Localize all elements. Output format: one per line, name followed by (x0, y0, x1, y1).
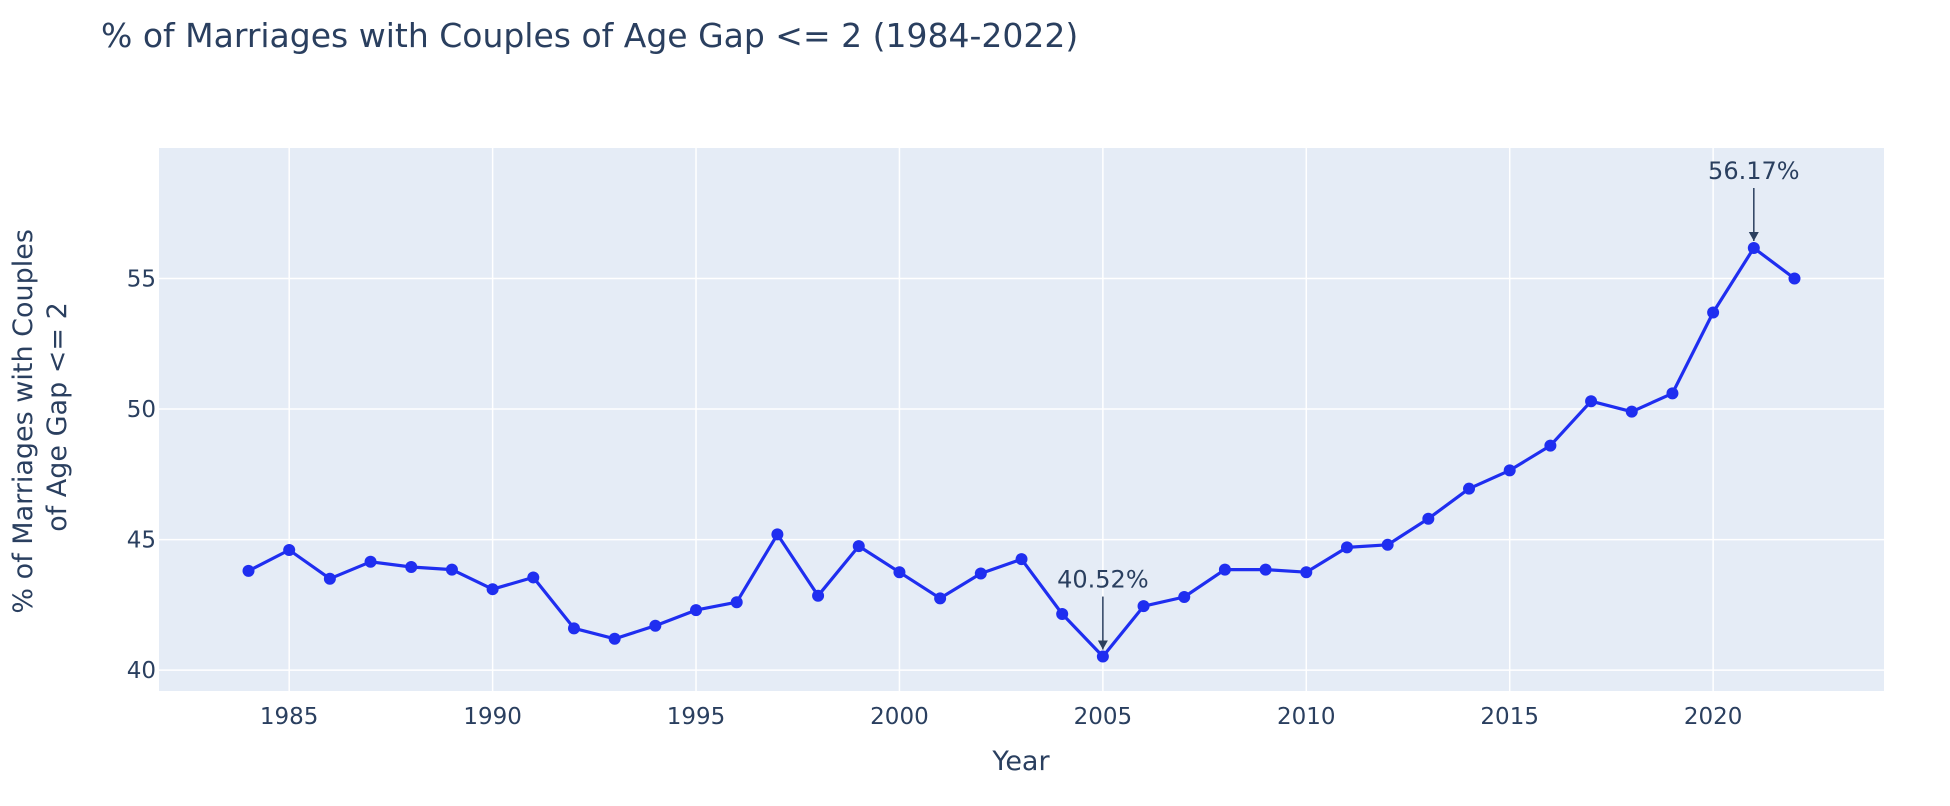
data-point (283, 544, 296, 557)
x-tick-label: 1995 (667, 704, 726, 730)
data-point (1096, 650, 1109, 663)
data-point (1178, 591, 1191, 604)
x-axis-label: Year (991, 746, 1050, 777)
annotation-arrowhead (1097, 640, 1108, 650)
data-point (242, 564, 255, 577)
data-point (1015, 553, 1028, 566)
data-point (893, 566, 906, 579)
data-point (405, 560, 418, 573)
data-point (323, 572, 336, 585)
y-tick-label: 40 (127, 658, 156, 684)
data-point (1218, 563, 1231, 576)
y-tick-label: 45 (127, 528, 156, 554)
data-point (1707, 306, 1720, 319)
data-point (730, 596, 743, 609)
data-point (1625, 405, 1638, 418)
y-tick-label: 50 (127, 397, 156, 423)
data-point (934, 592, 947, 605)
y-axis-label-line-1: % of Marriages with Couples (8, 229, 39, 614)
data-point (852, 540, 865, 553)
x-tick-label: 1990 (463, 704, 522, 730)
plot-area (159, 148, 1884, 691)
data-point (812, 589, 825, 602)
x-tick-label: 2005 (1074, 704, 1133, 730)
data-point (1300, 566, 1313, 579)
data-points (242, 241, 1801, 663)
data-point (690, 604, 703, 617)
data-point (1585, 395, 1598, 408)
data-point (974, 567, 987, 580)
annotations: 40.52% 56.17% (1057, 157, 1800, 650)
y-tick-label: 55 (127, 267, 156, 293)
data-point (527, 571, 540, 584)
data-point (1422, 512, 1435, 525)
annotation-label: 40.52% (1057, 566, 1149, 594)
x-axis-ticks: 1985 1990 1995 2000 2005 2010 2015 2020 (260, 704, 1742, 730)
annotation-label: 56.17% (1708, 157, 1800, 185)
data-point (445, 563, 458, 576)
data-point (1340, 541, 1353, 554)
y-axis-label: % of Marriages with Couples of Age Gap <… (8, 220, 73, 613)
data-point (1544, 439, 1557, 452)
annotation-arrowhead (1748, 231, 1759, 241)
data-point (608, 632, 621, 645)
x-tick-label: 2020 (1684, 704, 1743, 730)
x-tick-label: 2000 (870, 704, 929, 730)
chart-title: % of Marriages with Couples of Age Gap <… (101, 16, 1078, 55)
x-tick-label: 2010 (1277, 704, 1336, 730)
data-point (771, 528, 784, 541)
x-tick-label: 1985 (260, 704, 319, 730)
data-point (1788, 272, 1801, 285)
data-point (364, 555, 377, 568)
gridlines (159, 148, 1884, 691)
data-point (1056, 607, 1069, 620)
data-point (1381, 538, 1394, 551)
y-axis-label-line-2: of Age Gap <= 2 (42, 302, 73, 532)
y-axis-ticks: 40 45 50 55 (127, 267, 156, 685)
data-point (649, 619, 662, 632)
data-point (1747, 241, 1760, 254)
data-point (1503, 464, 1516, 477)
data-point (567, 622, 580, 635)
x-tick-label: 2015 (1480, 704, 1539, 730)
data-point (1463, 482, 1476, 495)
data-point (1666, 387, 1679, 400)
data-point (1259, 563, 1272, 576)
data-point (486, 583, 499, 596)
data-point (1137, 600, 1150, 613)
